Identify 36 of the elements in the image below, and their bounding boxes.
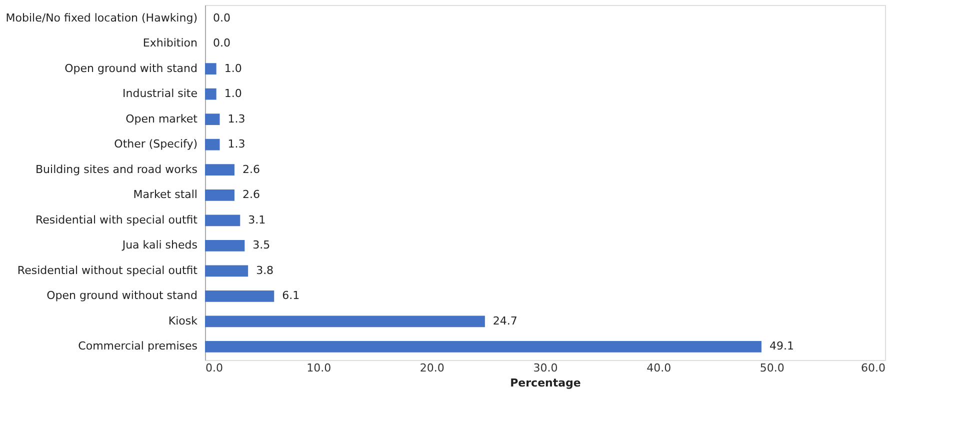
y-tick-label: Open ground with stand <box>64 62 198 75</box>
x-tick-label: 30.0 <box>533 362 558 374</box>
x-axis-title: Percentage <box>510 376 581 390</box>
x-tick-label: 0.0 <box>206 362 223 374</box>
x-tick-label: 20.0 <box>420 362 444 374</box>
y-tick-label: Mobile/No fixed location (Hawking) <box>6 11 198 24</box>
y-tick-label: Commercial premises <box>78 340 198 353</box>
data-label: 1.0 <box>224 62 242 75</box>
y-tick-label: Jua kali sheds <box>121 238 198 252</box>
x-tick-label: 10.0 <box>306 362 332 374</box>
y-tick-label: Other (Specify) <box>114 138 198 151</box>
data-label: 2.6 <box>242 162 260 176</box>
data-label: 1.3 <box>228 138 246 151</box>
data-label: 1.0 <box>224 87 242 100</box>
x-tick-label: 50.0 <box>760 362 784 374</box>
y-tick-label: Open market <box>126 112 198 126</box>
data-label: 49.1 <box>769 340 794 353</box>
data-label: 2.6 <box>242 188 260 202</box>
y-tick-label: Kiosk <box>168 314 198 328</box>
y-tick-label: Open ground without stand <box>46 289 198 302</box>
x-tick-label: 60.0 <box>861 362 886 374</box>
y-tick-label: Residential without special outfit <box>17 264 198 277</box>
y-tick-label: Residential with special outfit <box>35 213 198 226</box>
data-label: 3.1 <box>248 213 266 226</box>
data-label: 1.3 <box>228 112 246 126</box>
x-tick-label: 40.0 <box>646 362 672 374</box>
data-label: 0.0 <box>213 36 230 50</box>
y-tick-label: Building sites and road works <box>36 162 198 176</box>
data-label: 0.0 <box>213 11 230 24</box>
data-label: 3.5 <box>252 238 270 252</box>
y-tick-label: Market stall <box>133 188 198 202</box>
data-label: 6.1 <box>282 289 300 302</box>
data-label: 24.7 <box>492 314 518 328</box>
y-tick-label: Industrial site <box>122 87 198 100</box>
data-label: 3.8 <box>256 264 274 277</box>
y-tick-label: Exhibition <box>142 36 198 50</box>
